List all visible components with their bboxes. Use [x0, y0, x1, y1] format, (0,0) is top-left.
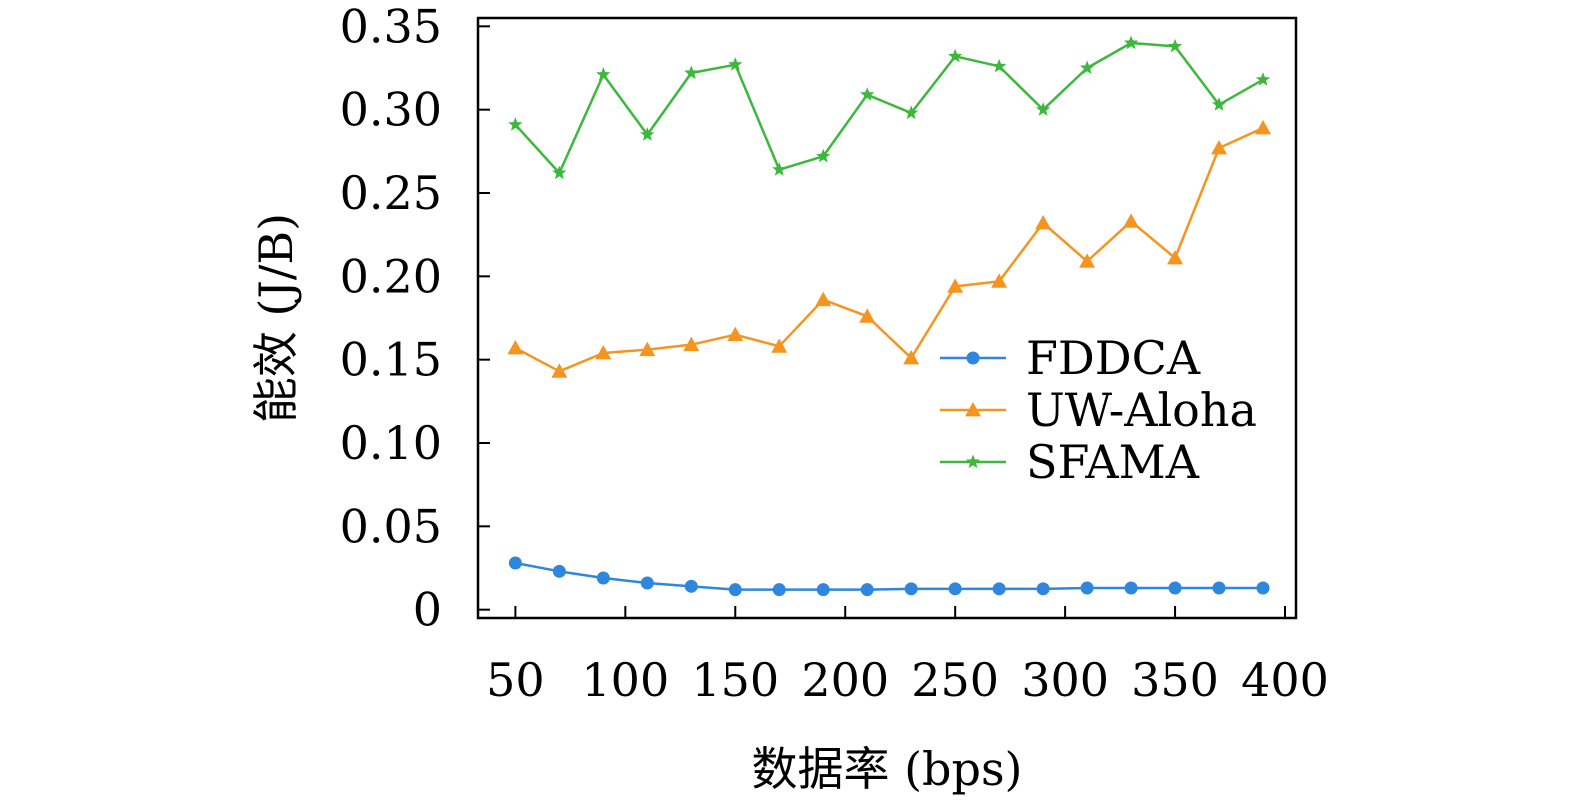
data-point-uw-aloha	[903, 350, 920, 365]
legend-marker-sfama	[965, 454, 981, 469]
y-tick-label: 0.35	[340, 0, 442, 53]
data-point-sfama	[552, 165, 567, 180]
data-point-uw-aloha	[595, 345, 612, 360]
data-point-fddca	[948, 582, 962, 596]
legend-item-uw-aloha: UW-Aloha	[940, 383, 1257, 437]
data-point-sfama	[904, 105, 919, 120]
data-point-sfama	[772, 162, 787, 176]
data-point-fddca	[1212, 581, 1226, 595]
data-point-uw-aloha	[507, 340, 524, 355]
data-point-sfama	[992, 58, 1007, 73]
data-point-uw-aloha	[1167, 250, 1184, 265]
y-axis-ticks: 0 0.05 0.10 0.15 0.20 0.25 0.30 0.35	[340, 0, 490, 637]
x-tick-label: 400	[1241, 653, 1329, 707]
data-point-uw-aloha	[815, 291, 832, 307]
data-point-sfama	[596, 67, 611, 81]
legend-label-sfama: SFAMA	[1026, 435, 1200, 489]
data-point-uw-aloha	[859, 308, 876, 323]
data-point-uw-aloha	[551, 363, 568, 378]
legend-marker-fddca	[966, 351, 980, 365]
series-line-fddca	[515, 561, 1264, 591]
series-sfama	[508, 35, 1271, 180]
legend-label-uw-aloha: UW-Aloha	[1026, 383, 1257, 437]
data-point-fddca	[860, 583, 874, 597]
data-point-fddca	[596, 571, 610, 585]
legend-marker-uw-aloha	[965, 402, 981, 417]
data-point-fddca	[1124, 581, 1138, 595]
data-point-sfama	[1255, 72, 1271, 86]
y-tick-label: 0.05	[340, 499, 442, 553]
legend-item-sfama: SFAMA	[940, 435, 1200, 489]
data-point-sfama	[1035, 102, 1051, 116]
data-point-uw-aloha	[1123, 213, 1140, 228]
data-point-sfama	[728, 57, 743, 71]
data-point-fddca	[684, 579, 698, 593]
y-tick-label: 0.10	[340, 416, 442, 470]
y-axis-label: 能效 (J/B)	[249, 213, 303, 423]
x-tick-label: 150	[691, 653, 779, 707]
data-point-uw-aloha	[1255, 120, 1272, 135]
data-point-fddca	[552, 564, 566, 578]
data-point-uw-aloha	[947, 278, 964, 293]
y-tick-label: 0.30	[340, 83, 442, 137]
data-point-fddca	[508, 556, 522, 570]
data-point-fddca	[1168, 581, 1182, 595]
data-point-sfama	[1123, 35, 1139, 50]
data-point-sfama	[684, 65, 699, 80]
data-point-uw-aloha	[1211, 140, 1228, 155]
data-point-fddca	[640, 576, 654, 590]
y-tick-label: 0.15	[340, 333, 442, 387]
data-point-uw-aloha	[1079, 253, 1096, 268]
x-tick-label: 350	[1131, 653, 1219, 707]
data-point-uw-aloha	[771, 338, 788, 353]
data-point-sfama	[508, 117, 523, 131]
data-point-uw-aloha	[991, 273, 1008, 288]
series-line-sfama	[514, 41, 1264, 175]
data-point-fddca	[1036, 582, 1050, 596]
data-point-sfama	[860, 87, 875, 101]
data-point-fddca	[1080, 581, 1094, 595]
data-point-sfama	[1211, 97, 1227, 111]
data-point-sfama	[1167, 38, 1183, 53]
data-point-sfama	[816, 148, 831, 163]
data-point-fddca	[904, 582, 918, 596]
x-tick-label: 250	[911, 653, 999, 707]
data-point-fddca	[992, 582, 1006, 596]
data-point-fddca	[728, 583, 742, 597]
data-point-sfama	[640, 127, 655, 141]
data-point-uw-aloha	[727, 326, 744, 342]
data-point-uw-aloha	[1035, 215, 1052, 230]
x-tick-label: 100	[581, 653, 669, 707]
plot-frame	[476, 16, 1298, 620]
data-point-fddca	[772, 583, 786, 597]
data-point-fddca	[816, 583, 830, 597]
data-point-fddca	[1256, 581, 1270, 595]
series-fddca	[508, 556, 1270, 597]
y-tick-label: 0	[413, 583, 442, 637]
y-tick-label: 0.25	[340, 166, 442, 220]
series-layer	[507, 35, 1272, 597]
x-tick-label: 50	[486, 653, 545, 707]
x-axis-label: 数据率 (bps)	[751, 742, 1022, 796]
data-point-uw-aloha	[683, 336, 700, 352]
x-axis-ticks: 50 100 150 200 250 300 350 400	[486, 606, 1329, 707]
x-tick-label: 200	[801, 653, 889, 707]
x-tick-label: 300	[1021, 653, 1109, 707]
data-point-sfama	[1079, 60, 1095, 75]
legend-label-fddca: FDDCA	[1026, 331, 1201, 385]
series-uw-aloha	[507, 120, 1272, 378]
legend-item-fddca: FDDCA	[940, 331, 1201, 385]
data-point-sfama	[948, 48, 963, 63]
y-tick-label: 0.20	[340, 249, 442, 303]
data-point-uw-aloha	[639, 341, 656, 357]
